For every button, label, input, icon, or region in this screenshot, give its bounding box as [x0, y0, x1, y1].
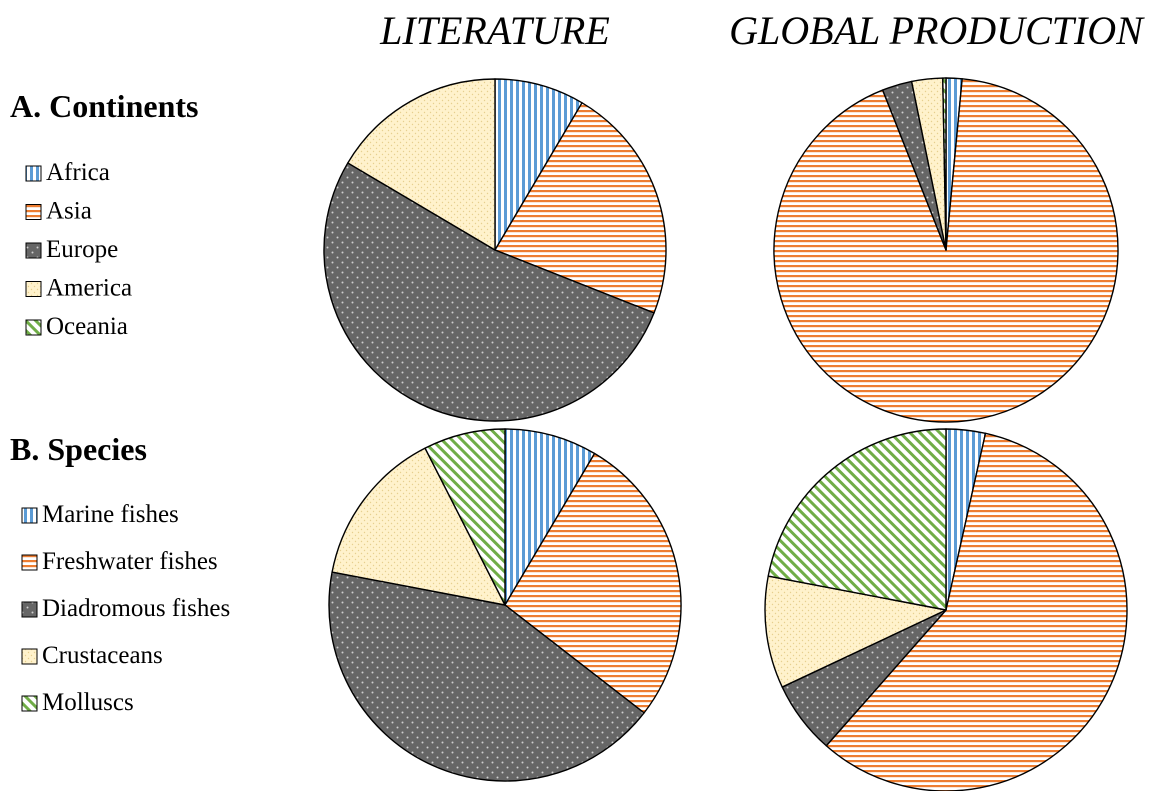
legend-item-diadromous-fishes: Diadromous fishes — [21, 595, 230, 622]
legend-label-asia: Asia — [46, 198, 92, 225]
legend-swatch-africa — [25, 165, 42, 182]
column-title-global-production: GLOBAL PRODUCTION — [729, 8, 1145, 53]
pie-slice-crustaceans — [331, 447, 506, 606]
pie-slice-molluscs — [767, 428, 947, 611]
legend-label-marine-fishes: Marine fishes — [42, 501, 179, 528]
legend-item-europe: Europe — [25, 236, 118, 263]
legend-label-freshwater-fishes: Freshwater fishes — [42, 548, 218, 575]
legend-continents: Africa Asia Europe America Oceania — [25, 159, 132, 340]
legend-item-africa: Africa — [25, 159, 110, 186]
section-title-continents: A. Continents — [10, 88, 198, 124]
pie-slice-freshwater-fishes — [825, 432, 1128, 791]
legend-swatch-marine-fishes — [21, 507, 38, 524]
legend-item-marine-fishes: Marine fishes — [21, 501, 179, 528]
legend-item-molluscs: Molluscs — [21, 689, 134, 716]
pie-continents-global-production — [773, 77, 1119, 423]
legend-item-asia: Asia — [25, 198, 92, 225]
pie-species-literature — [328, 428, 682, 782]
pie-slice-freshwater-fishes — [504, 452, 682, 714]
legend-label-europe: Europe — [46, 236, 118, 263]
pie-slice-asia — [494, 102, 667, 314]
legend-swatch-asia — [25, 204, 42, 220]
legend-item-crustaceans: Crustaceans — [21, 642, 163, 669]
legend-item-america: America — [25, 275, 132, 302]
section-title-species: B. Species — [10, 431, 147, 467]
legend-label-diadromous-fishes: Diadromous fishes — [42, 595, 230, 622]
legend-species: Marine fishes Freshwater fishes Diadromous… — [21, 501, 230, 716]
pie-slice-diadromous-fishes — [328, 571, 645, 782]
pie-slice-oceania — [942, 77, 947, 251]
legend-swatch-molluscs — [21, 695, 38, 712]
pie-slice-america — [347, 78, 496, 251]
legend-label-america: America — [46, 275, 132, 302]
legend-swatch-america — [25, 281, 42, 297]
column-title-literature: LITERATURE — [379, 8, 610, 53]
legend-swatch-europe — [25, 242, 42, 259]
legend-item-freshwater-fishes: Freshwater fishes — [21, 548, 218, 575]
pie-slice-africa — [494, 78, 583, 251]
legend-label-oceania: Oceania — [46, 313, 128, 340]
legend-swatch-freshwater-fishes — [21, 554, 38, 571]
pie-slice-europe — [323, 162, 655, 422]
legend-label-molluscs: Molluscs — [42, 689, 134, 716]
pie-slice-crustaceans — [764, 575, 947, 688]
legend-swatch-oceania — [25, 319, 42, 336]
legend-label-crustaceans: Crustaceans — [42, 642, 163, 669]
pie-species-global-production — [764, 428, 1128, 791]
pie-continents-literature — [323, 78, 667, 422]
pie-slice-molluscs — [424, 428, 506, 606]
legend-label-africa: Africa — [46, 159, 110, 186]
legend-swatch-crustaceans — [21, 648, 38, 665]
legend-swatch-diadromous-fishes — [21, 601, 38, 618]
pie-slice-marine-fishes — [504, 428, 596, 606]
legend-item-oceania: Oceania — [25, 313, 128, 340]
